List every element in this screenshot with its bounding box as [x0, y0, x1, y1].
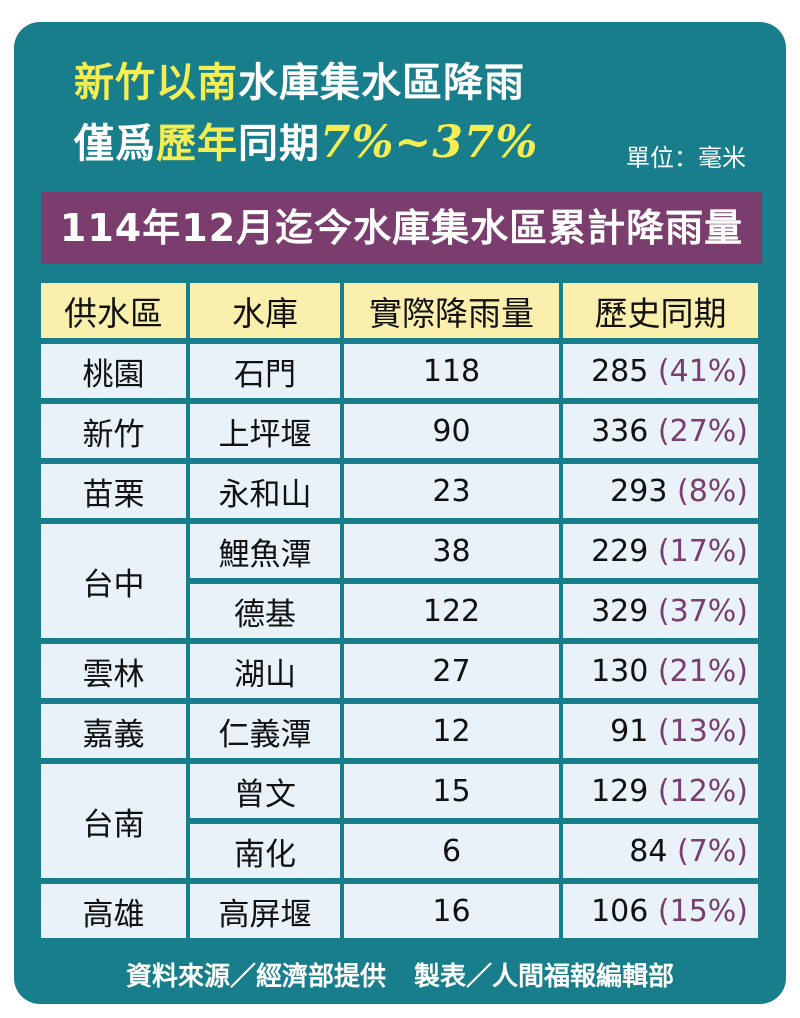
actual-cell: 38: [344, 524, 559, 578]
footer-source: 資料來源／經濟部提供: [125, 962, 386, 992]
reservoir-cell: 上坪堰: [190, 404, 340, 458]
table-row: 苗栗 永和山 23 293 (8%): [41, 464, 758, 518]
headline-percentage: 7%~37%: [320, 117, 539, 168]
historical-value: 293: [610, 473, 668, 509]
header-historical: 歷史同期: [563, 283, 758, 338]
table-row: 雲林 湖山 27 130 (21%): [41, 644, 758, 698]
historical-value: 106: [591, 893, 649, 929]
reservoir-cell: 曾文: [190, 764, 340, 818]
actual-cell: 16: [344, 884, 559, 938]
reservoir-cell: 南化: [190, 824, 340, 878]
table-row: 新竹 上坪堰 90 336 (27%): [41, 404, 758, 458]
actual-cell: 90: [344, 404, 559, 458]
actual-cell: 122: [344, 584, 559, 638]
region-cell: 苗栗: [41, 464, 186, 518]
historical-value: 91: [610, 713, 649, 749]
historical-value: 129: [591, 773, 649, 809]
reservoir-cell: 湖山: [190, 644, 340, 698]
region-cell: 嘉義: [41, 704, 186, 758]
region-cell: 桃園: [41, 344, 186, 398]
footer-credit: 製表／人間福報編輯部: [414, 962, 675, 992]
historical-cell: 130 (21%): [563, 644, 758, 698]
unit-label: 單位：毫米: [626, 144, 746, 172]
percentage-value: (7%): [676, 833, 748, 869]
table-row: 南化 6 84 (7%): [41, 824, 758, 878]
table-row: 台南 曾文 15 129 (12%): [41, 764, 758, 878]
region-cell: 台中: [41, 524, 186, 638]
historical-cell: 106 (15%): [563, 884, 758, 938]
historical-value: 336: [591, 413, 649, 449]
table-header-row: 供水區 水庫 實際降雨量 歷史同期: [41, 283, 758, 338]
headline-rest: 水庫集水區降雨: [238, 60, 525, 106]
historical-value: 285: [591, 353, 649, 389]
historical-cell: 129 (12%): [563, 764, 758, 818]
historical-value: 229: [591, 533, 649, 569]
percentage-value: (8%): [676, 473, 748, 509]
headline-text-a: 僅爲: [74, 121, 156, 167]
historical-value: 329: [591, 593, 649, 629]
reservoir-cell: 德基: [190, 584, 340, 638]
historical-value: 84: [629, 833, 668, 869]
percentage-value: (41%): [657, 353, 748, 389]
actual-cell: 23: [344, 464, 559, 518]
header-reservoir: 水庫: [190, 283, 340, 338]
reservoir-cell: 仁義潭: [190, 704, 340, 758]
table-row: 台中 鯉魚潭 38 229 (17%): [41, 524, 758, 638]
percentage-value: (13%): [657, 713, 748, 749]
percentage-value: (27%): [657, 413, 748, 449]
historical-cell: 293 (8%): [563, 464, 758, 518]
historical-cell: 84 (7%): [563, 824, 758, 878]
actual-cell: 27: [344, 644, 559, 698]
table-row: 高雄 高屏堰 16 106 (15%): [41, 884, 758, 938]
table-row: 德基 122 329 (37%): [41, 584, 758, 638]
header-actual-rainfall: 實際降雨量: [344, 283, 559, 338]
region-cell: 台南: [41, 764, 186, 878]
historical-value: 130: [591, 653, 649, 689]
headline-line-1: 新竹以南水庫集水區降雨: [74, 58, 525, 108]
historical-cell: 229 (17%): [563, 524, 758, 578]
actual-cell: 118: [344, 344, 559, 398]
table-row: 嘉義 仁義潭 12 91 (13%): [41, 704, 758, 758]
headline-line-2: 僅爲歷年同期7%~37%: [74, 118, 538, 169]
table-title-banner: 114年12月迄今水庫集水區累計降雨量: [41, 192, 762, 264]
reservoir-cell: 高屏堰: [190, 884, 340, 938]
header-region: 供水區: [41, 283, 186, 338]
percentage-value: (37%): [657, 593, 748, 629]
reservoir-cell: 鯉魚潭: [190, 524, 340, 578]
historical-cell: 336 (27%): [563, 404, 758, 458]
region-cell: 雲林: [41, 644, 186, 698]
actual-cell: 15: [344, 764, 559, 818]
actual-cell: 12: [344, 704, 559, 758]
historical-cell: 329 (37%): [563, 584, 758, 638]
rainfall-table: 供水區 水庫 實際降雨量 歷史同期 桃園 石門 118 285 (41%) 新竹…: [37, 277, 762, 944]
table-row: 桃園 石門 118 285 (41%): [41, 344, 758, 398]
region-cell: 高雄: [41, 884, 186, 938]
headline-highlight-years: 歷年: [156, 121, 238, 167]
region-cell: 新竹: [41, 404, 186, 458]
percentage-value: (21%): [657, 653, 748, 689]
percentage-value: (15%): [657, 893, 748, 929]
footer-credits: 資料來源／經濟部提供 製表／人間福報編輯部: [0, 956, 800, 993]
reservoir-cell: 永和山: [190, 464, 340, 518]
headline-highlight-region: 新竹以南: [74, 60, 238, 106]
actual-cell: 6: [344, 824, 559, 878]
reservoir-cell: 石門: [190, 344, 340, 398]
percentage-value: (12%): [657, 773, 748, 809]
percentage-value: (17%): [657, 533, 748, 569]
historical-cell: 91 (13%): [563, 704, 758, 758]
headline-text-b: 同期: [238, 121, 320, 167]
historical-cell: 285 (41%): [563, 344, 758, 398]
